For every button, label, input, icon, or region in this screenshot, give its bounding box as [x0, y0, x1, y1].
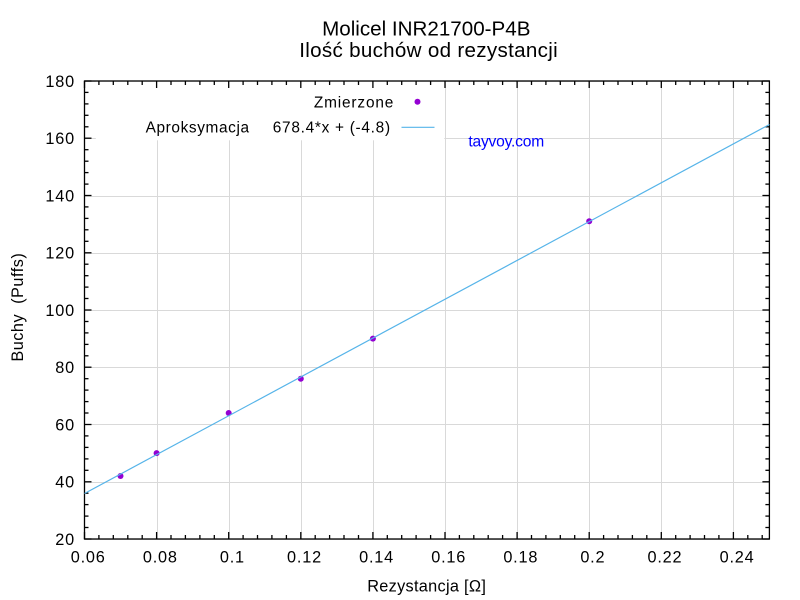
svg-text:0.1: 0.1	[220, 548, 245, 566]
svg-text:0.2: 0.2	[580, 548, 605, 566]
svg-text:tayvoy.com: tayvoy.com	[468, 133, 544, 150]
svg-text:0.18: 0.18	[503, 548, 538, 566]
svg-text:Zmierzone: Zmierzone	[314, 94, 394, 111]
svg-text:Molicel INR21700-P4B: Molicel INR21700-P4B	[322, 18, 530, 41]
svg-text:120: 120	[45, 245, 75, 263]
svg-text:Rezystancja [Ω]: Rezystancja [Ω]	[367, 577, 486, 595]
svg-text:0.24: 0.24	[720, 548, 755, 566]
svg-text:0.16: 0.16	[431, 548, 466, 566]
svg-text:180: 180	[45, 73, 75, 91]
svg-text:20: 20	[55, 531, 75, 549]
svg-text:0.22: 0.22	[648, 548, 683, 566]
svg-text:60: 60	[55, 416, 75, 434]
svg-text:0.06: 0.06	[71, 548, 106, 566]
svg-text:160: 160	[45, 130, 75, 148]
svg-text:0.14: 0.14	[359, 548, 394, 566]
svg-text:80: 80	[55, 359, 75, 377]
svg-text:0.12: 0.12	[287, 548, 322, 566]
svg-text:0.08: 0.08	[143, 548, 178, 566]
svg-text:Ilość buchów od rezystancji: Ilość buchów od rezystancji	[299, 39, 558, 62]
svg-text:100: 100	[45, 302, 75, 320]
svg-text:140: 140	[45, 187, 75, 205]
svg-text:Aproksymacja: Aproksymacja	[146, 119, 250, 136]
svg-text:678.4*x + (-4.8): 678.4*x + (-4.8)	[273, 119, 391, 136]
svg-text:40: 40	[55, 474, 75, 492]
svg-text:Buchy (Puffs): Buchy (Puffs)	[9, 253, 27, 362]
